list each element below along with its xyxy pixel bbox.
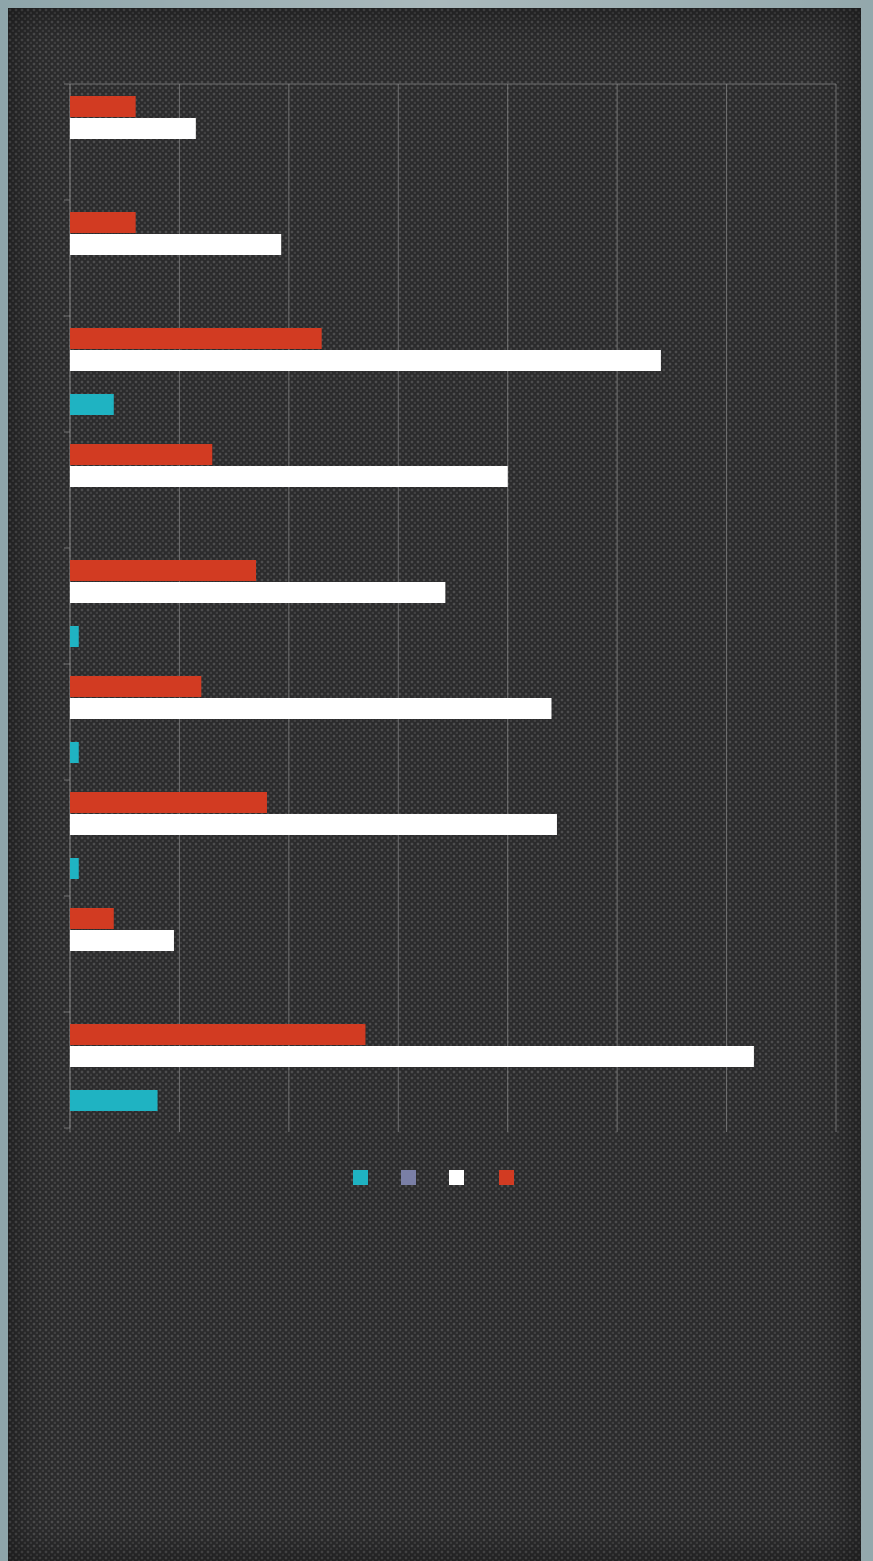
bar [70,350,661,371]
bar [70,626,79,647]
bar [70,118,196,139]
legend-swatch [449,1170,464,1185]
bar [70,212,136,233]
bar [70,742,79,763]
bar [70,908,114,929]
bar [70,444,213,465]
legend-swatch [499,1170,514,1185]
bar [70,698,552,719]
bar [70,466,508,487]
bar [70,582,446,603]
bar [70,1090,158,1111]
chart-panel [8,8,861,1561]
bar [70,96,136,117]
bar [70,394,114,415]
legend-swatch [401,1170,416,1185]
bar [70,328,322,349]
bar [70,858,79,879]
bar [70,1024,366,1045]
bar [70,814,557,835]
bar [70,676,202,697]
bar [70,560,257,581]
bar [70,234,282,255]
bar [70,930,174,951]
bar [70,1046,754,1067]
bar [70,792,267,813]
legend-swatch [353,1170,368,1185]
edge-mark [866,458,873,480]
